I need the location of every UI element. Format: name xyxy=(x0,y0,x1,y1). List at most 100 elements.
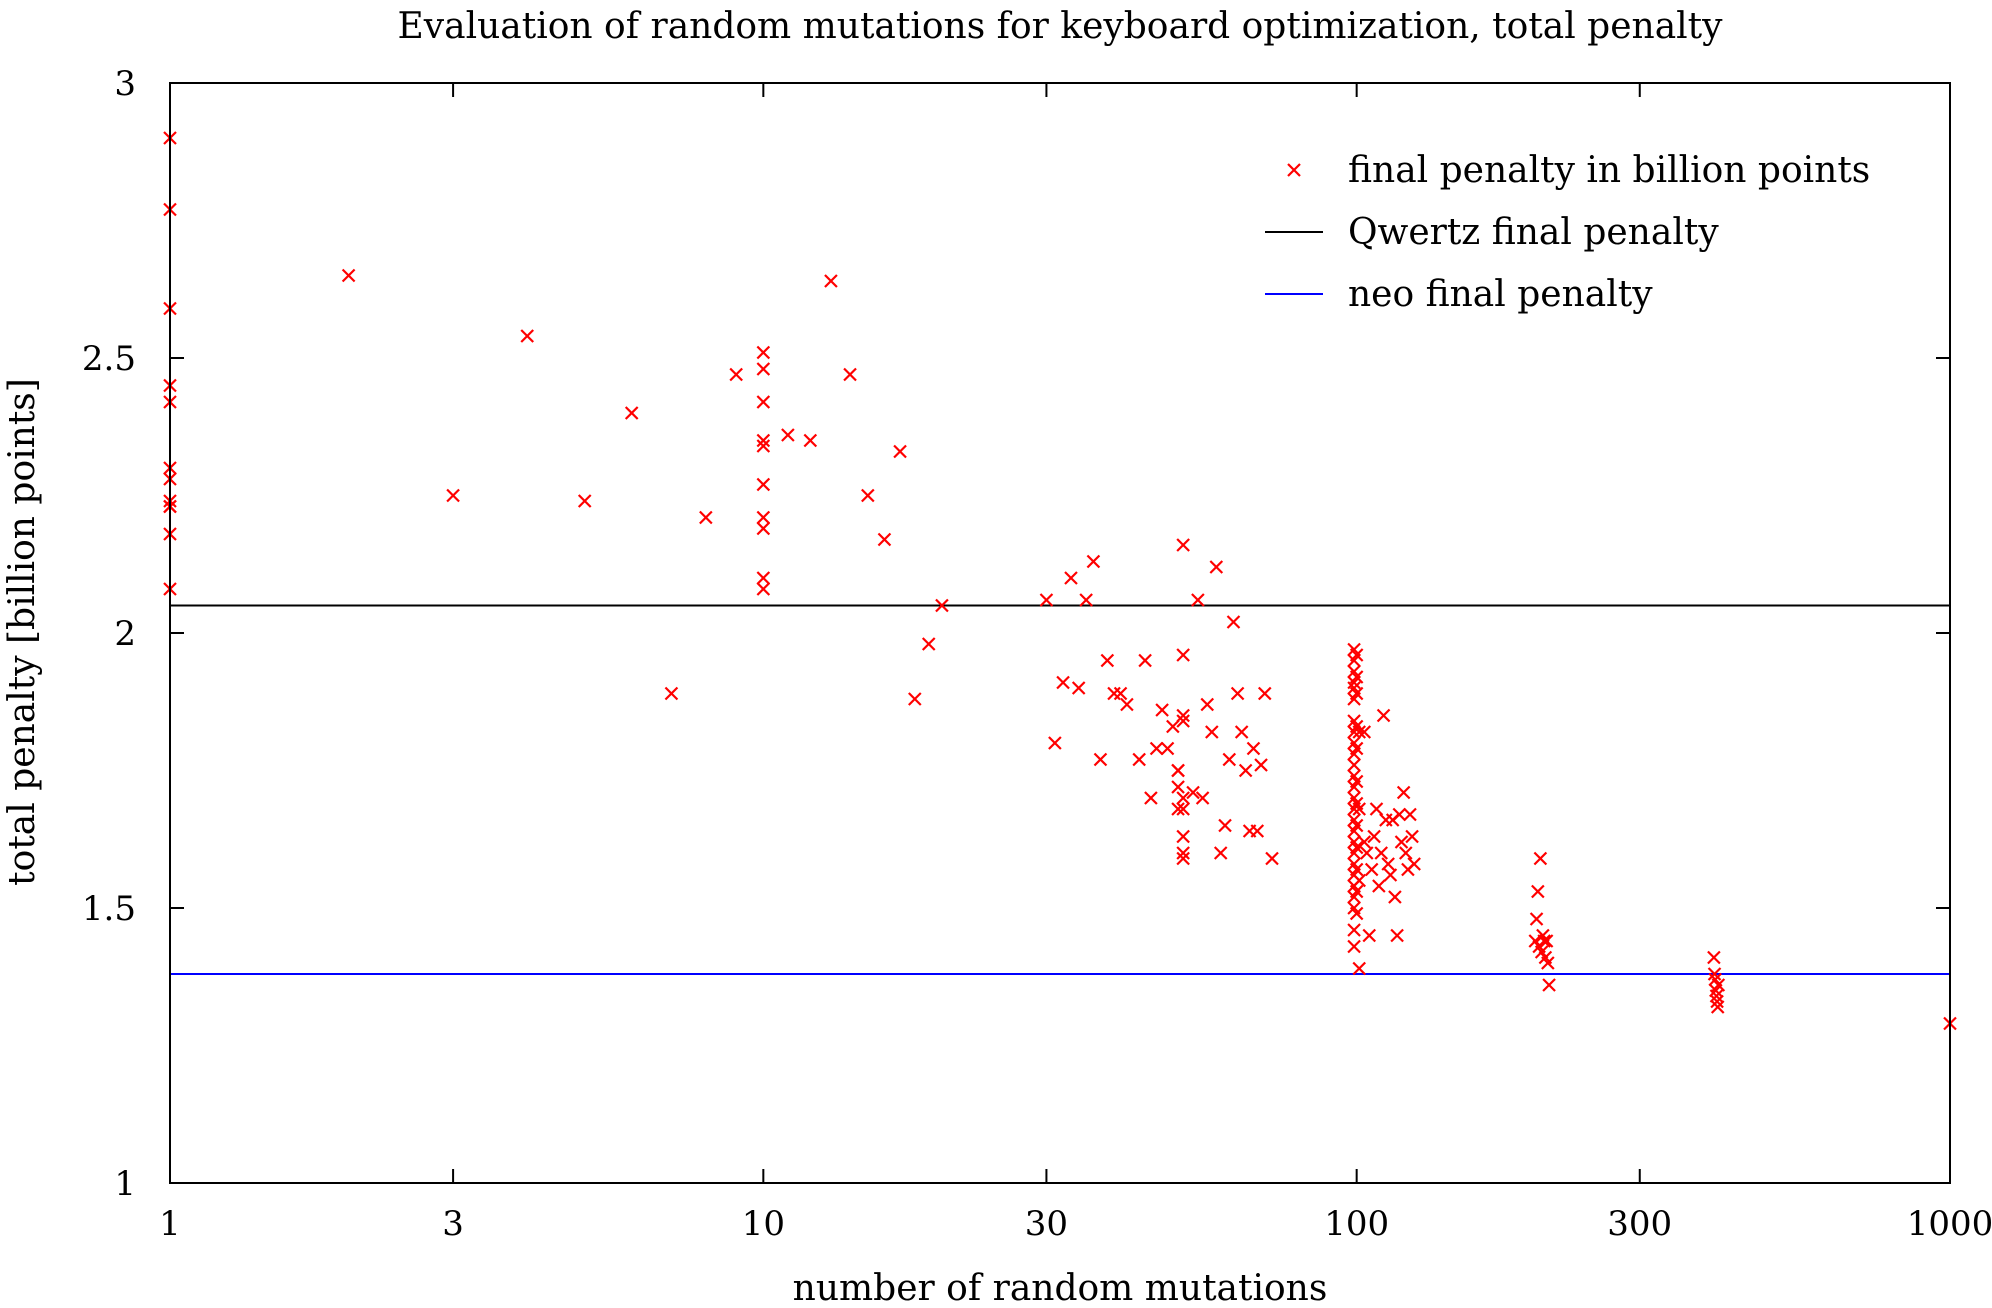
data-point xyxy=(861,488,875,503)
data-point xyxy=(1064,571,1078,585)
data-point xyxy=(1372,879,1386,893)
data-point xyxy=(1529,912,1544,926)
data-point xyxy=(1352,961,1367,976)
data-point xyxy=(1537,934,1551,948)
data-point xyxy=(1246,741,1261,756)
data-point xyxy=(1176,708,1190,723)
data-point xyxy=(1349,670,1364,684)
data-point xyxy=(1200,697,1215,712)
x-tick-label: 3 xyxy=(442,1204,464,1244)
data-point xyxy=(446,488,460,503)
data-point xyxy=(756,582,771,596)
data-point xyxy=(1352,725,1367,739)
data-point xyxy=(729,367,743,382)
y-tick-label: 1 xyxy=(114,1164,136,1204)
data-point xyxy=(1166,719,1180,734)
data-point xyxy=(756,521,771,536)
data-point xyxy=(1056,675,1070,690)
x-tick-label: 30 xyxy=(1025,1204,1068,1244)
axis-ticks: 1 3 10 30 100 300 1000 1 1.5 2 2.5 3 xyxy=(82,64,1992,1244)
data-point xyxy=(341,268,356,283)
data-point xyxy=(1209,560,1224,574)
data-point xyxy=(577,494,592,508)
data-point xyxy=(1238,763,1253,778)
x-tick-label: 100 xyxy=(1324,1204,1389,1244)
data-point xyxy=(1405,829,1419,844)
data-point xyxy=(1155,703,1169,717)
data-point xyxy=(1079,593,1093,607)
data-point xyxy=(908,692,922,706)
data-point xyxy=(1403,807,1417,822)
data-point xyxy=(1349,906,1364,921)
data-point xyxy=(1160,741,1175,756)
data-point xyxy=(1176,791,1190,805)
scatter-points xyxy=(163,131,1957,1031)
data-point xyxy=(1176,829,1190,844)
y-tick-label: 3 xyxy=(114,64,136,104)
data-point xyxy=(1359,846,1374,860)
data-point xyxy=(1711,978,1726,992)
data-point xyxy=(1707,967,1722,981)
data-point xyxy=(1176,851,1190,866)
data-point xyxy=(756,362,771,376)
y-tick-label: 1.5 xyxy=(82,889,136,929)
data-point xyxy=(1222,752,1237,767)
data-point xyxy=(1039,593,1054,607)
data-point xyxy=(1120,697,1134,712)
data-point xyxy=(756,433,771,448)
legend-marker xyxy=(1287,163,1301,177)
legend-label: final penalty in billion points xyxy=(1348,150,1870,191)
data-point xyxy=(1144,791,1158,805)
reference-lines xyxy=(170,604,1950,975)
data-point xyxy=(824,274,838,288)
data-point xyxy=(1383,868,1398,882)
data-point xyxy=(1539,934,1554,948)
data-point xyxy=(1349,741,1364,756)
data-point xyxy=(1710,994,1724,1009)
data-point xyxy=(1379,813,1393,827)
data-point xyxy=(756,395,771,409)
data-point xyxy=(1357,835,1372,849)
data-point xyxy=(1392,807,1407,822)
plot-frame xyxy=(169,82,1951,1184)
data-point xyxy=(1394,835,1409,849)
data-point xyxy=(1349,686,1364,701)
data-point xyxy=(921,637,936,651)
data-point xyxy=(1176,846,1190,860)
data-point xyxy=(1176,648,1190,662)
data-point xyxy=(843,367,857,382)
data-point xyxy=(1407,857,1421,871)
x-tick-label: 10 xyxy=(742,1204,785,1244)
legend-item: neo final penalty xyxy=(1265,274,1653,315)
data-point xyxy=(1542,978,1556,992)
legend-label: Qwertz final penalty xyxy=(1348,212,1719,253)
data-point xyxy=(1176,802,1190,816)
data-point xyxy=(1349,862,1364,877)
data-point xyxy=(877,532,892,547)
x-tick-label: 300 xyxy=(1607,1204,1672,1244)
data-point xyxy=(1100,653,1115,668)
legend: final penalty in billion points Qwertz fi… xyxy=(1265,150,1870,315)
y-axis-label: total penalty [billion points] xyxy=(2,378,43,886)
legend-label: neo final penalty xyxy=(1348,274,1653,315)
data-point xyxy=(1186,785,1200,800)
data-point xyxy=(1234,725,1249,739)
data-point xyxy=(1113,686,1128,701)
data-point xyxy=(1349,648,1364,662)
data-point xyxy=(1381,857,1395,871)
data-point xyxy=(699,510,713,525)
data-point xyxy=(1531,884,1545,899)
data-point xyxy=(1347,939,1361,954)
data-point xyxy=(1710,1000,1725,1014)
data-point xyxy=(1357,725,1372,739)
data-point xyxy=(1257,686,1272,701)
x-tick-label: 1 xyxy=(159,1204,181,1244)
data-point xyxy=(1349,884,1364,899)
data-point xyxy=(1265,851,1279,866)
data-point xyxy=(1254,758,1268,772)
data-point xyxy=(1349,840,1364,855)
y-tick-label: 2.5 xyxy=(82,339,136,379)
x-axis-label: number of random mutations xyxy=(793,1268,1328,1308)
data-point xyxy=(1176,714,1190,728)
